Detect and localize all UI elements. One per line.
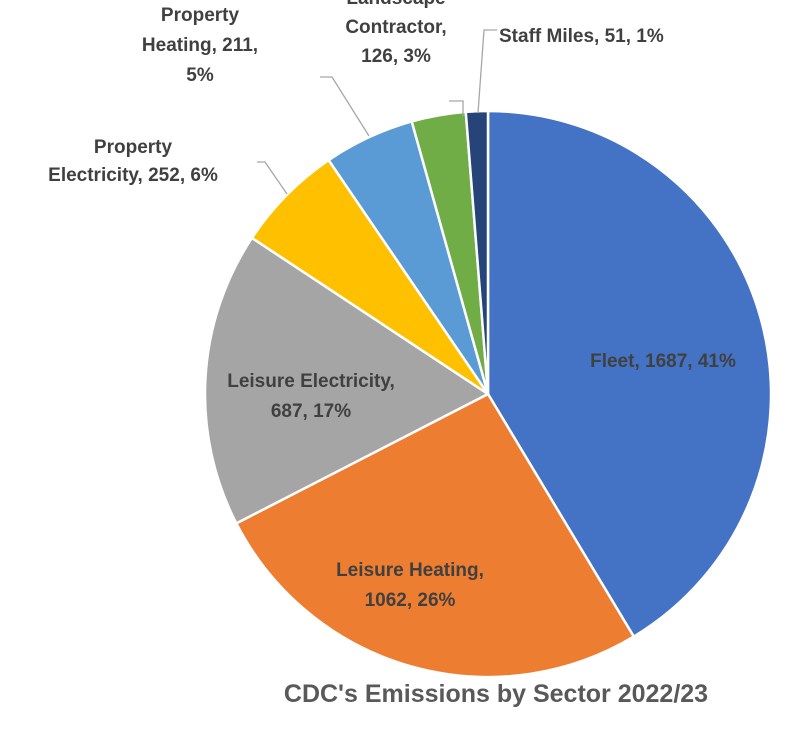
data-label-line: Leisure Electricity, <box>227 371 395 392</box>
pie-slice-leisure-electricity <box>203 236 490 525</box>
data-label-line: Staff Miles, 51, 1% <box>499 26 664 47</box>
data-label-leisure-electricity: Leisure Electricity, 687, 17% <box>227 371 395 422</box>
leader-line-property-electricity <box>257 161 288 195</box>
pie-slice-staff-miles <box>464 109 490 396</box>
data-label-line: Property <box>94 137 173 158</box>
data-label-line: Fleet, 1687, 41% <box>590 351 736 372</box>
data-label-landscape-contractor: Landscape Contractor, 126, 3% <box>345 0 446 67</box>
data-label-line: 126, 3% <box>361 46 431 67</box>
data-label-property-heating: Property Heating, 211, 5% <box>142 5 258 86</box>
data-label-property-electricity: Property Electricity, 252, 6% <box>48 137 218 186</box>
leader-lines <box>257 29 497 195</box>
data-label-line: Contractor, <box>345 17 446 38</box>
leader-line-staff-miles <box>477 29 497 114</box>
data-label-fleet: Fleet, 1687, 41% <box>590 351 736 372</box>
data-label-line: Electricity, 252, 6% <box>48 165 218 186</box>
data-label-line: Property <box>161 5 240 26</box>
data-labels: Fleet, 1687, 41% Leisure Heating, 1062, 26… <box>48 0 736 611</box>
pie-slice-fleet <box>486 109 773 638</box>
pie-slices <box>203 109 773 679</box>
data-label-leisure-heating: Leisure Heating, 1062, 26% <box>336 560 484 611</box>
chart-title: CDC's Emissions by Sector 2022/23 <box>284 680 708 708</box>
data-label-staff-miles: Staff Miles, 51, 1% <box>499 26 664 47</box>
data-label-line: 687, 17% <box>271 401 351 422</box>
leader-line-property-heating <box>320 76 370 137</box>
data-label-line: Landscape <box>346 0 445 9</box>
leader-line-landscape-contractor <box>449 100 464 116</box>
data-label-line: 1062, 26% <box>365 590 456 611</box>
data-label-line: 5% <box>186 65 214 86</box>
data-label-line: Leisure Heating, <box>336 560 484 581</box>
pie-slice-leisure-heating <box>235 392 636 679</box>
data-label-line: Heating, 211, <box>142 35 258 56</box>
